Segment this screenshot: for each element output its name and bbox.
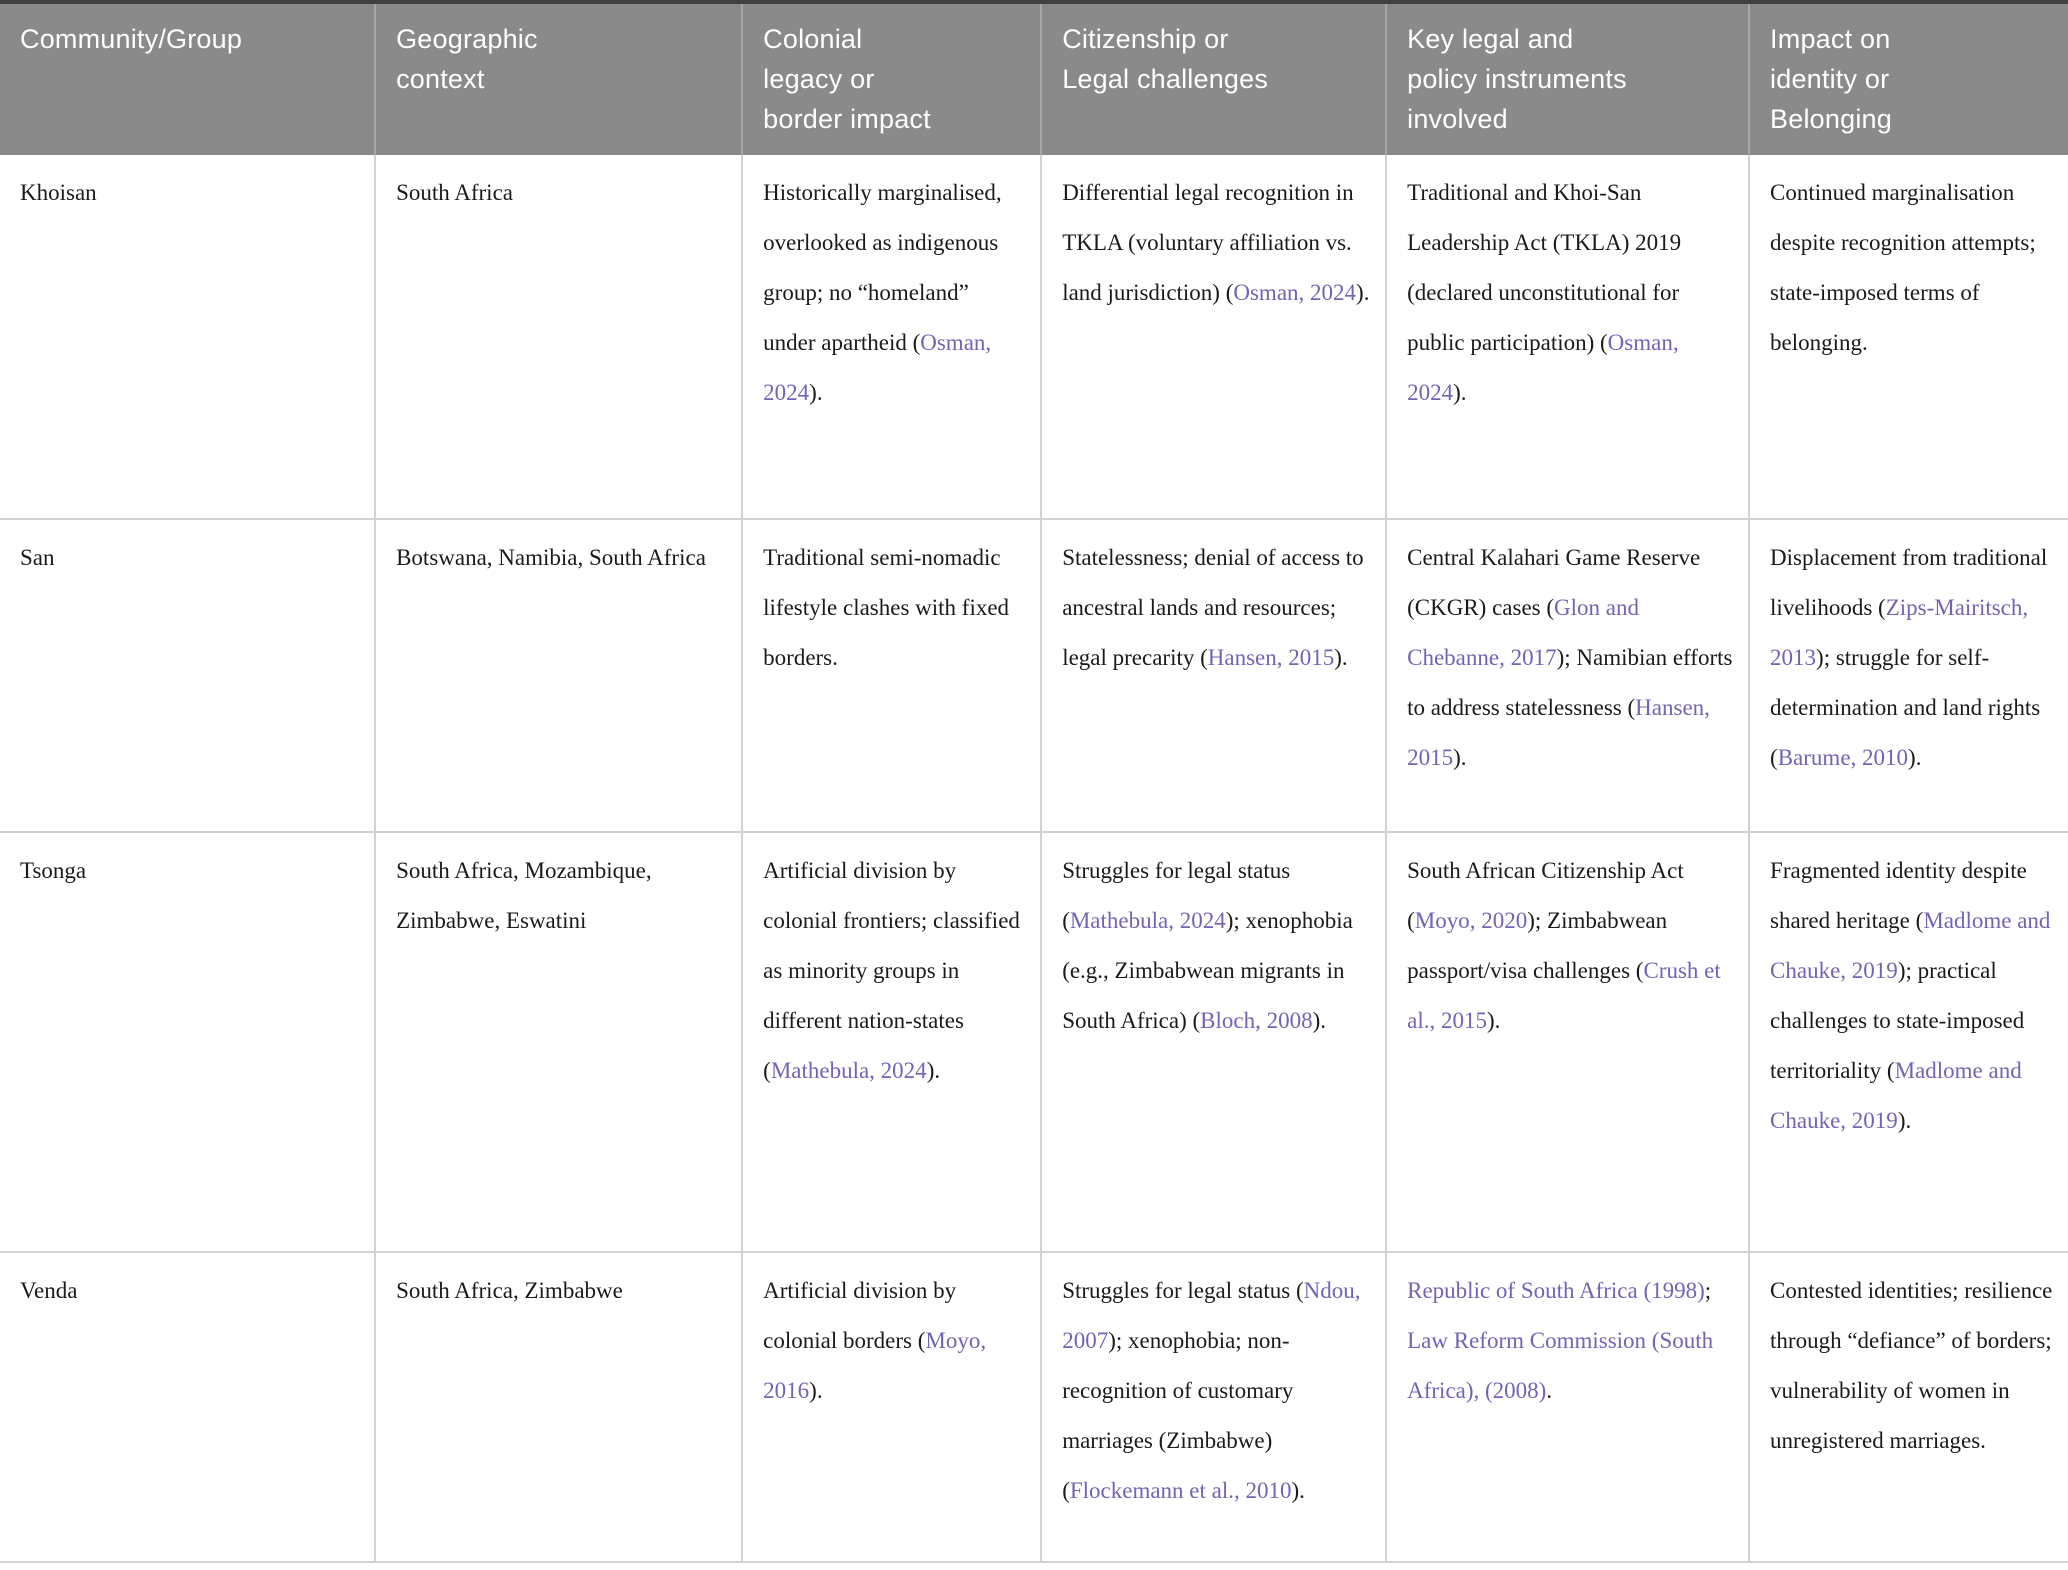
cell-text: ). xyxy=(1486,1008,1501,1033)
table-header-row: Community/Group Geographic context Colon… xyxy=(0,4,2068,155)
cell-citizenship-challenges: Differential legal recognition in TKLA (… xyxy=(1040,155,1385,518)
cell-text: ); xenophobia (e.g., Zimbabwean migrants… xyxy=(1062,908,1353,1033)
cell-text: ). xyxy=(1291,1478,1305,1503)
cell-citizenship-challenges: Struggles for legal status (Mathebula, 2… xyxy=(1040,833,1385,1251)
cell-text: Struggles for legal status ( xyxy=(1062,1278,1304,1303)
cell-colonial-legacy: Artificial division by colonial borders … xyxy=(741,1253,1040,1561)
citation-link[interactable]: Hansen, 2015 xyxy=(1207,645,1335,670)
cell-text: ; xyxy=(1704,1278,1712,1303)
citation-link[interactable]: Madlome and Chauke, 2019 xyxy=(1770,908,2051,983)
citation-link[interactable]: Madlome and Chauke, 2019 xyxy=(1770,1058,2022,1133)
cell-colonial-legacy: Historically marginalised, overlooked as… xyxy=(741,155,1040,518)
cell-text: Historically marginalised, overlooked as… xyxy=(763,180,1002,355)
citation-link[interactable]: Osman, 2024 xyxy=(763,330,992,405)
cell-text: Artificial division by colonial frontier… xyxy=(763,858,1020,1083)
citation-link[interactable]: Barume, 2010 xyxy=(1777,745,1909,770)
cell-geographic-context: Botswana, Namibia, South Africa xyxy=(374,520,741,831)
cell-geographic-context: South Africa xyxy=(374,155,741,518)
cell-text: South Africa, Zimbabwe xyxy=(396,1278,623,1303)
cell-text: San xyxy=(20,545,55,570)
citation-link[interactable]: Ndou, 2007 xyxy=(1062,1278,1361,1353)
cell-text: South Africa, Mozambique, Zimbabwe, Eswa… xyxy=(396,858,652,933)
cell-text: Displacement from traditional livelihood… xyxy=(1770,545,2048,620)
citation-link[interactable]: Osman, 2024 xyxy=(1407,330,1679,405)
cell-citizenship-challenges: Statelessness; denial of access to ances… xyxy=(1040,520,1385,831)
cell-identity-impact: Continued marginalisation despite recogn… xyxy=(1748,155,2068,518)
cell-text: Differential legal recognition in TKLA (… xyxy=(1062,180,1354,305)
cell-community: Venda xyxy=(0,1253,374,1561)
table-row-khoisan: Khoisan South Africa Historically margin… xyxy=(0,155,2068,520)
cell-text: ). xyxy=(1453,745,1467,770)
table-row-san: San Botswana, Namibia, South Africa Trad… xyxy=(0,520,2068,833)
header-cell-geographic-context: Geographic context xyxy=(374,4,741,155)
cell-text: Traditional and Khoi-San Leadership Act … xyxy=(1407,180,1682,355)
cell-text: Fragmented identity despite shared herit… xyxy=(1770,858,2027,933)
citation-link[interactable]: Osman, 2024 xyxy=(1233,280,1357,305)
cell-text: Traditional semi-nomadic lifestyle clash… xyxy=(763,545,1010,670)
cell-legal-instruments: Republic of South Africa (1998); Law Ref… xyxy=(1385,1253,1748,1561)
cell-text: ). xyxy=(1334,645,1348,670)
cell-text: Botswana, Namibia, South Africa xyxy=(396,545,706,570)
cell-colonial-legacy: Artificial division by colonial frontier… xyxy=(741,833,1040,1251)
header-cell-colonial-legacy: Colonial legacy or border impact xyxy=(741,4,1040,155)
cell-text: Struggles for legal status ( xyxy=(1062,858,1291,933)
cell-text: Contested identities; resilience through… xyxy=(1770,1278,2053,1453)
cell-text: ). xyxy=(1453,380,1467,405)
cell-legal-instruments: Central Kalahari Game Reserve (CKGR) cas… xyxy=(1385,520,1748,831)
cell-community: Khoisan xyxy=(0,155,374,518)
table-row-tsonga: Tsonga South Africa, Mozambique, Zimbabw… xyxy=(0,833,2068,1253)
cell-text: Statelessness; denial of access to ances… xyxy=(1062,545,1364,670)
cell-text: ). xyxy=(809,1378,823,1403)
citation-link[interactable]: Glon and Chebanne, 2017 xyxy=(1407,595,1639,670)
citation-link[interactable]: Crush et al., 2015 xyxy=(1407,958,1721,1033)
cell-identity-impact: Contested identities; resilience through… xyxy=(1748,1253,2068,1561)
cell-text: ). xyxy=(1897,1108,1912,1133)
cell-text: Tsonga xyxy=(20,858,87,883)
citation-link[interactable]: Republic of South Africa (1998) xyxy=(1407,1278,1705,1303)
cell-identity-impact: Fragmented identity despite shared herit… xyxy=(1748,833,2068,1251)
cell-text: ); practical challenges to state-imposed… xyxy=(1770,958,2025,1083)
citation-link[interactable]: Moyo, 2020 xyxy=(1414,908,1528,933)
cell-text: Artificial division by colonial borders … xyxy=(763,1278,957,1353)
cell-geographic-context: South Africa, Zimbabwe xyxy=(374,1253,741,1561)
cell-text: Venda xyxy=(20,1278,78,1303)
header-cell-legal-instruments: Key legal and policy instruments involve… xyxy=(1385,4,1748,155)
citation-link[interactable]: Moyo, 2016 xyxy=(763,1328,987,1403)
cell-colonial-legacy: Traditional semi-nomadic lifestyle clash… xyxy=(741,520,1040,831)
cell-text: Continued marginalisation despite recogn… xyxy=(1770,180,2036,355)
citation-link[interactable]: Law Reform Commission (South Africa), (2… xyxy=(1407,1328,1714,1403)
cell-text: ). xyxy=(1312,1008,1327,1033)
cell-citizenship-challenges: Struggles for legal status (Ndou, 2007);… xyxy=(1040,1253,1385,1561)
cell-community: San xyxy=(0,520,374,831)
cell-text: ); Zimbabwean passport/visa challenges ( xyxy=(1407,908,1668,983)
cell-text: South African Citizenship Act ( xyxy=(1407,858,1684,933)
header-cell-citizenship-challenges: Citizenship or Legal challenges xyxy=(1040,4,1385,155)
cell-text: ); Namibian efforts to address stateless… xyxy=(1407,645,1733,720)
header-cell-identity-impact: Impact on identity or Belonging xyxy=(1748,4,2068,155)
cell-text: ). xyxy=(1908,745,1922,770)
cell-geographic-context: South Africa, Mozambique, Zimbabwe, Eswa… xyxy=(374,833,741,1251)
cell-community: Tsonga xyxy=(0,833,374,1251)
cell-text: ). xyxy=(926,1058,941,1083)
citation-link[interactable]: Hansen, 2015 xyxy=(1407,695,1710,770)
cell-text: Central Kalahari Game Reserve (CKGR) cas… xyxy=(1407,545,1701,620)
cell-text: . xyxy=(1546,1378,1553,1403)
citation-link[interactable]: Flockemann et al., 2010 xyxy=(1069,1478,1292,1503)
citation-link[interactable]: Bloch, 2008 xyxy=(1200,1008,1313,1033)
cell-text: South Africa xyxy=(396,180,513,205)
cell-text: Khoisan xyxy=(20,180,97,205)
citation-link[interactable]: Mathebula, 2024 xyxy=(1069,908,1226,933)
cell-text: ). xyxy=(809,380,823,405)
cell-text: ); struggle for self-determination and l… xyxy=(1770,645,2041,770)
citation-link[interactable]: Mathebula, 2024 xyxy=(770,1058,927,1083)
cell-text: ); xenophobia; non-recognition of custom… xyxy=(1062,1328,1294,1503)
cell-legal-instruments: Traditional and Khoi-San Leadership Act … xyxy=(1385,155,1748,518)
cell-text: ). xyxy=(1356,280,1370,305)
header-cell-community-group: Community/Group xyxy=(20,24,243,54)
table-row-venda: Venda South Africa, Zimbabwe Artificial … xyxy=(0,1253,2068,1563)
cell-identity-impact: Displacement from traditional livelihood… xyxy=(1748,520,2068,831)
cell-legal-instruments: South African Citizenship Act (Moyo, 202… xyxy=(1385,833,1748,1251)
citation-link[interactable]: Zips-Mairitsch, 2013 xyxy=(1770,595,2029,670)
